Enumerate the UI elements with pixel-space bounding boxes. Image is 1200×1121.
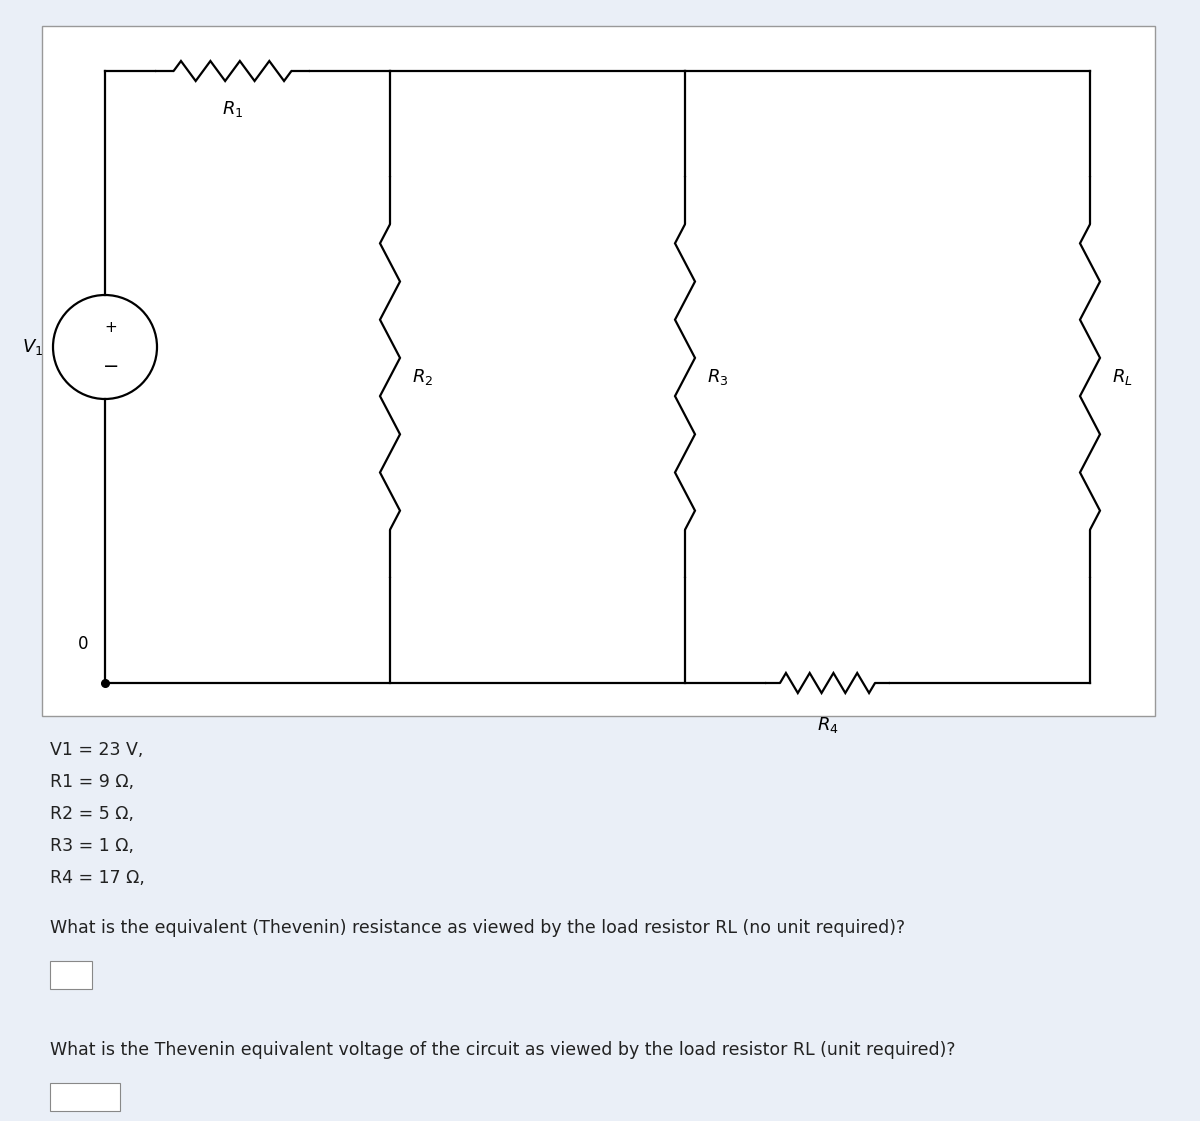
FancyBboxPatch shape [50,961,92,989]
Text: $R_2$: $R_2$ [412,367,433,387]
Text: 0: 0 [78,634,89,654]
FancyBboxPatch shape [42,26,1154,716]
Text: R2 = 5 Ω,: R2 = 5 Ω, [50,805,134,823]
FancyBboxPatch shape [50,1083,120,1111]
Text: $R_1$: $R_1$ [222,99,244,119]
Text: $V_1$: $V_1$ [23,337,43,356]
Text: What is the Thevenin equivalent voltage of the circuit as viewed by the load res: What is the Thevenin equivalent voltage … [50,1041,955,1059]
Text: $R_3$: $R_3$ [707,367,728,387]
Text: R4 = 17 Ω,: R4 = 17 Ω, [50,869,145,887]
Text: R1 = 9 Ω,: R1 = 9 Ω, [50,773,134,791]
Text: $R_L$: $R_L$ [1112,367,1133,387]
Text: −: − [103,356,119,376]
Text: What is the equivalent (Thevenin) resistance as viewed by the load resistor RL (: What is the equivalent (Thevenin) resist… [50,919,905,937]
Text: R3 = 1 Ω,: R3 = 1 Ω, [50,837,134,855]
Text: $R_4$: $R_4$ [817,715,839,735]
Text: V1 = 23 V,: V1 = 23 V, [50,741,143,759]
Text: +: + [104,321,118,335]
